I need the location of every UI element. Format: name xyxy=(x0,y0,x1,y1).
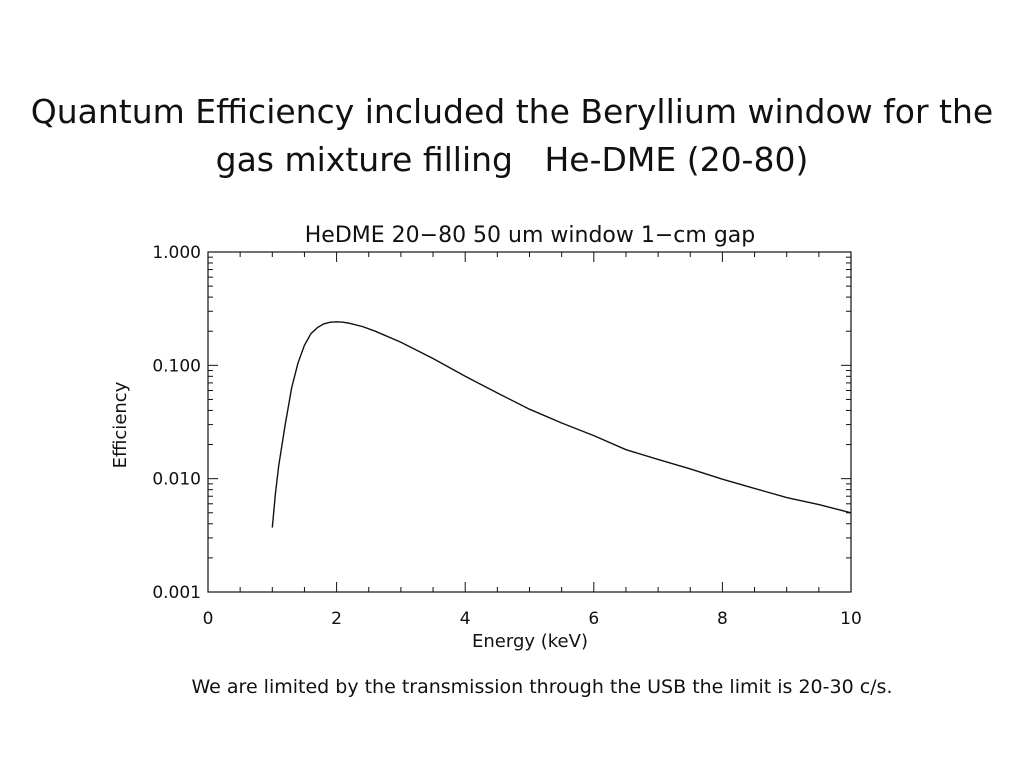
footnote: We are limited by the transmission throu… xyxy=(191,676,893,698)
slide-title: Quantum Efficiency included the Berylliu… xyxy=(20,88,1004,184)
axis-ticks xyxy=(207,252,852,593)
y-tick-label: 0.100 xyxy=(152,356,201,376)
plot-frame xyxy=(207,251,852,593)
y-tick-label: 0.001 xyxy=(152,583,201,603)
y-tick-label: 1.000 xyxy=(152,243,201,263)
efficiency-curve xyxy=(271,321,852,528)
x-tick-label: 0 xyxy=(203,609,214,629)
x-tick-label: 2 xyxy=(331,609,342,629)
x-tick-label: 6 xyxy=(588,609,599,629)
y-tick-label: 0.010 xyxy=(152,470,201,490)
axis-tick-labels: 0 2 4 6 8 10 0.001 0.010 0.100 1.000 xyxy=(152,243,861,629)
slide-title-line-1: Quantum Efficiency included the Berylliu… xyxy=(30,92,994,131)
x-tick-label: 4 xyxy=(460,609,471,629)
x-tick-label: 10 xyxy=(840,609,862,629)
slide-title-line-2: gas mixture filling He-DME (20-80) xyxy=(215,140,809,179)
y-axis-label: Efficiency xyxy=(110,381,131,468)
chart-title: HeDME 20−80 50 um window 1−cm gap xyxy=(305,223,755,248)
x-tick-label: 8 xyxy=(717,609,728,629)
x-axis-label: Energy (keV) xyxy=(472,631,588,652)
